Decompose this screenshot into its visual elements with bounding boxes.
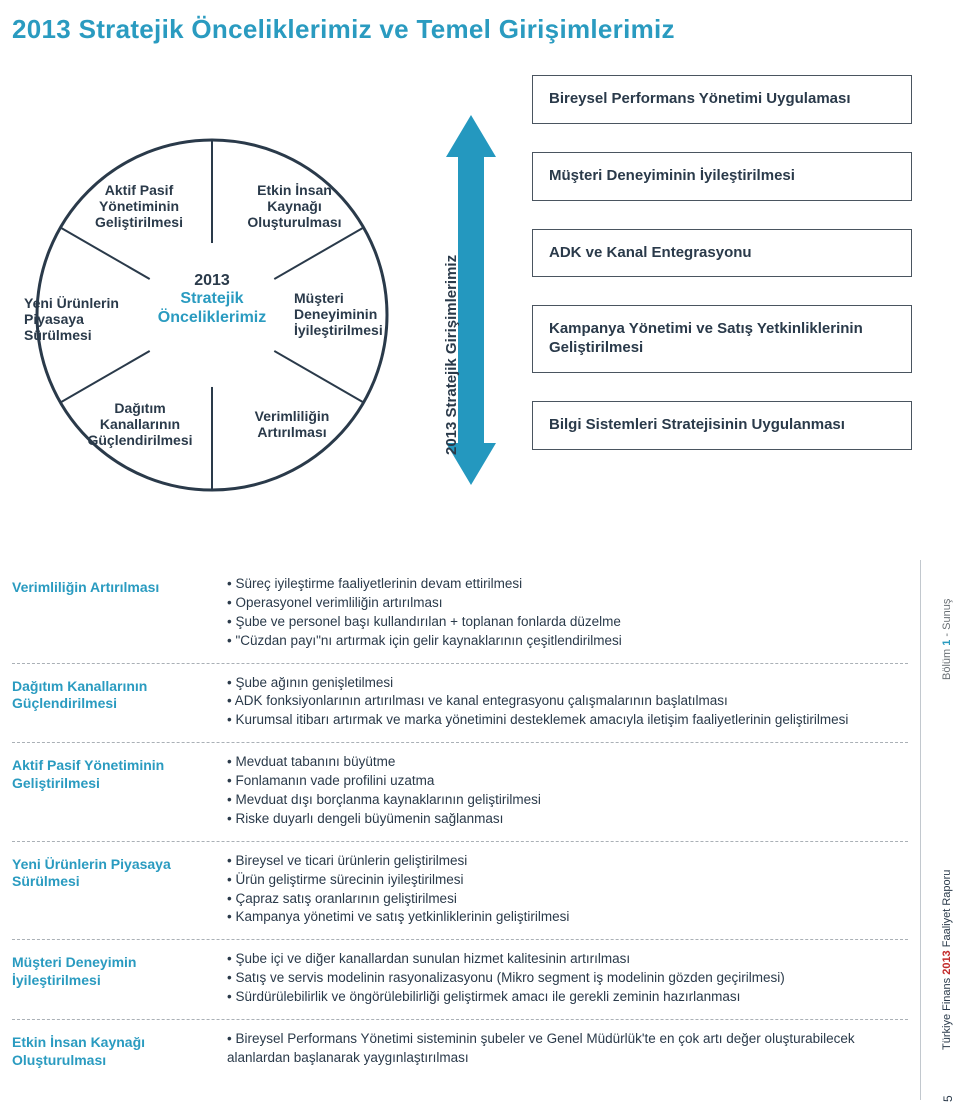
table-row: Müşteri Deneyimin İyileştirilmesi Şube i… [12,940,908,1020]
row-title: Etkin İnsan Kaynağı Oluşturulması [12,1030,227,1069]
wheel-seg-tr: Etkin İnsan Kaynağı Oluşturulması [237,182,352,230]
bullet: Kampanya yönetimi ve satış yetkinlikleri… [227,908,908,927]
row-title: Aktif Pasif Yönetiminin Geliştirilmesi [12,753,227,829]
bullet: Satış ve servis modelinin rasyonalizasyo… [227,969,908,988]
initiative-box: ADK ve Kanal Entegrasyonu [532,229,912,278]
side-column: Bölüm 1 - Sunuş Türkiye Finans 2013 Faal… [920,560,946,1100]
table-row: Etkin İnsan Kaynağı Oluşturulması Bireys… [12,1020,908,1081]
bullet: Fonlamanın vade profilini uzatma [227,772,908,791]
initiative-boxes: Bireysel Performans Yönetimi Uygulaması … [532,75,912,478]
row-title: Verimliliğin Artırılması [12,575,227,651]
wheel-center-l1: Stratejik [180,290,243,307]
wheel-seg-mr: Müşteri Deneyiminin İyileştirilmesi [294,290,409,338]
bullet: ADK fonksiyonlarının artırılması ve kana… [227,692,908,711]
wheel-center: 2013 Stratejik Önceliklerimiz [142,272,282,327]
row-bullets: Süreç iyileştirme faaliyetlerinin devam … [227,575,908,651]
bullet: Şube ağının genişletilmesi [227,674,908,693]
bullet: Riske duyarlı dengeli büyümenin sağlanma… [227,810,908,829]
wheel-seg-bl: Dağıtım Kanallarının Güçlendirilmesi [80,400,200,448]
initiatives-arrow-label: 2013 Stratejik Girişimlerimiz [443,255,460,455]
initiative-box: Bilgi Sistemleri Stratejisinin Uygulanma… [532,401,912,450]
side-section: Bölüm 1 - Sunuş [941,599,953,680]
bullet: Şube ve personel başı kullandırılan + to… [227,613,908,632]
row-title: Yeni Ürünlerin Piyasaya Sürülmesi [12,852,227,928]
wheel-seg-tl: Aktif Pasif Yönetiminin Geliştirilmesi [84,182,194,230]
row-title: Müşteri Deneyimin İyileştirilmesi [12,950,227,1007]
row-title: Dağıtım Kanallarının Güçlendirilmesi [12,674,227,731]
table-row: Verimliliğin Artırılması Süreç iyileştir… [12,565,908,664]
bullet: Bireysel ve ticari ürünlerin geliştirilm… [227,852,908,871]
bullet: Mevduat tabanını büyütme [227,753,908,772]
side-report-suffix: Faaliyet Raporu [941,870,953,951]
initiative-box: Müşteri Deneyiminin İyileştirilmesi [532,152,912,201]
table-row: Yeni Ürünlerin Piyasaya Sürülmesi Bireys… [12,842,908,941]
side-section-suffix: - Sunuş [941,599,953,640]
strategy-diagram: 2013 Stratejik Önceliklerimiz Aktif Pasi… [12,75,912,535]
wheel-center-year: 2013 [194,272,230,289]
row-bullets: Bireysel Performans Yönetimi sisteminin … [227,1030,908,1069]
bullet: Ürün geliştirme sürecinin iyileştirilmes… [227,871,908,890]
row-bullets: Şube içi ve diğer kanallardan sunulan hi… [227,950,908,1007]
side-section-num: 1 [941,640,953,646]
bullet: Mevduat dışı borçlanma kaynaklarının gel… [227,791,908,810]
side-report-year: 2013 [941,950,953,974]
side-page-number: 5 [941,1095,955,1102]
initiative-box: Kampanya Yönetimi ve Satış Yetkinlikleri… [532,305,912,373]
table-row: Dağıtım Kanallarının Güçlendirilmesi Şub… [12,664,908,744]
row-bullets: Mevduat tabanını büyütme Fonlamanın vade… [227,753,908,829]
bullet: Sürdürülebilirlik ve öngörülebilirliği g… [227,988,908,1007]
bullet: Süreç iyileştirme faaliyetlerinin devam … [227,575,908,594]
row-bullets: Bireysel ve ticari ürünlerin geliştirilm… [227,852,908,928]
wheel-center-l2: Önceliklerimiz [158,309,267,326]
initiatives-arrow: 2013 Stratejik Girişimlerimiz [442,115,500,485]
bullet: Çapraz satış oranlarının geliştirilmesi [227,890,908,909]
wheel-seg-ml: Yeni Ürünlerin Piyasaya Sürülmesi [24,295,124,343]
side-report: Türkiye Finans 2013 Faaliyet Raporu [941,870,953,1050]
wheel-seg-br: Verimliliğin Artırılması [237,408,347,440]
details-table: Verimliliğin Artırılması Süreç iyileştir… [12,565,908,1081]
initiative-box: Bireysel Performans Yönetimi Uygulaması [532,75,912,124]
bullet: Şube içi ve diğer kanallardan sunulan hi… [227,950,908,969]
priorities-wheel: 2013 Stratejik Önceliklerimiz Aktif Pasi… [12,130,412,500]
bullet: "Cüzdan payı"nı artırmak için gelir kayn… [227,632,908,651]
row-bullets: Şube ağının genişletilmesi ADK fonksiyon… [227,674,908,731]
bullet: Operasyonel verimliliğin artırılması [227,594,908,613]
page-title: 2013 Stratejik Önceliklerimiz ve Temel G… [12,14,675,45]
table-row: Aktif Pasif Yönetiminin Geliştirilmesi M… [12,743,908,842]
bullet: Bireysel Performans Yönetimi sisteminin … [227,1030,908,1068]
side-section-prefix: Bölüm [941,646,953,680]
bullet: Kurumsal itibarı artırmak ve marka yönet… [227,711,908,730]
side-report-prefix: Türkiye Finans [941,975,953,1050]
